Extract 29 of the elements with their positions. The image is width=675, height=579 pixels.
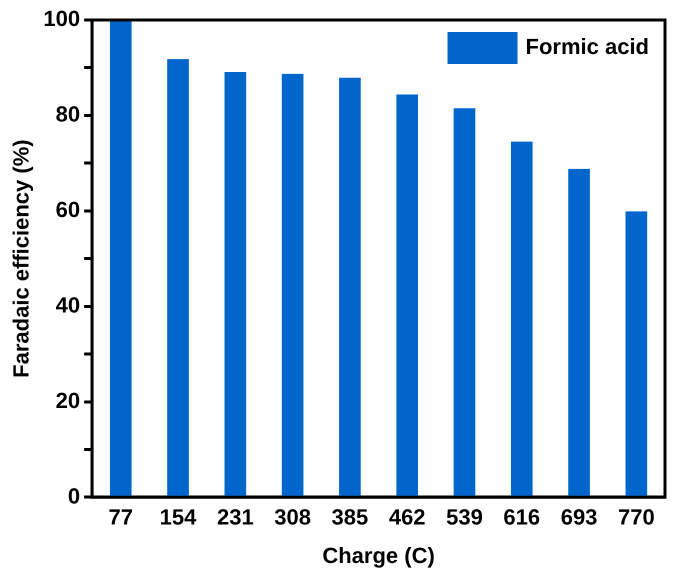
x-tick-label: 385 — [332, 504, 368, 530]
x-tick-label: 539 — [446, 504, 483, 530]
y-tick-label: 60 — [56, 196, 80, 222]
y-tick-label: 40 — [56, 292, 80, 318]
x-tick-label: 154 — [160, 504, 198, 530]
x-axis-title: Charge (C) — [322, 542, 435, 568]
y-tick-label: 0 — [68, 483, 80, 508]
bar — [568, 168, 590, 497]
bar — [454, 108, 476, 497]
x-tick-label: 462 — [388, 504, 426, 530]
x-tick-label: 308 — [274, 504, 311, 530]
y-tick-label: 80 — [56, 102, 80, 127]
bar — [282, 74, 304, 497]
y-axis-title: Faradaic efficiency (%) — [8, 139, 34, 378]
bar — [626, 211, 648, 497]
x-tick-label: 77 — [108, 504, 133, 530]
bar — [339, 78, 361, 497]
x-tick-label: 770 — [618, 504, 655, 530]
x-tick-label: 693 — [560, 504, 598, 530]
bar — [110, 20, 132, 497]
legend-label: Formic acid — [526, 34, 650, 60]
bar — [224, 72, 246, 497]
bar — [396, 94, 418, 497]
bar — [510, 142, 533, 497]
x-tick-label: 616 — [503, 504, 540, 530]
y-tick-label: 100 — [43, 6, 80, 32]
x-tick-label: 231 — [216, 504, 254, 530]
bar — [167, 59, 189, 497]
y-tick-label: 20 — [56, 388, 80, 413]
